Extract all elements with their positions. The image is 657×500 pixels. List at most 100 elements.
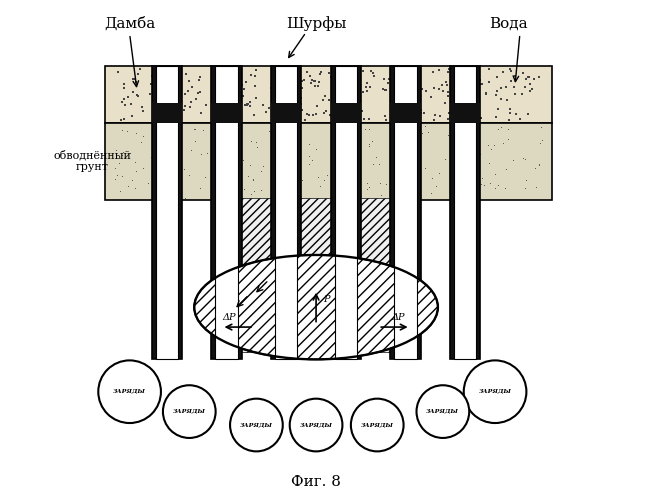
Point [289, 166, 300, 173]
Point [274, 139, 284, 147]
Point [287, 78, 298, 86]
Point [125, 100, 136, 108]
FancyBboxPatch shape [390, 104, 420, 123]
Point [399, 108, 410, 116]
Text: Вода: Вода [489, 17, 528, 31]
Point [477, 174, 487, 182]
Point [244, 102, 255, 110]
Point [236, 186, 246, 194]
Point [533, 160, 544, 168]
Point [442, 92, 453, 100]
Point [302, 68, 313, 76]
Point [470, 66, 481, 74]
Point [234, 78, 244, 86]
Point [195, 73, 206, 81]
Point [528, 76, 539, 84]
Point [450, 72, 461, 80]
Point [353, 67, 363, 75]
Text: ЗАРЯДЫ: ЗАРЯДЫ [300, 422, 332, 428]
Point [238, 185, 249, 193]
Point [118, 84, 129, 92]
Point [112, 68, 123, 76]
Point [309, 77, 320, 85]
Point [501, 166, 511, 173]
Point [312, 102, 323, 110]
Point [133, 92, 144, 100]
Point [458, 129, 468, 137]
Point [493, 106, 503, 114]
Point [150, 192, 160, 200]
Point [329, 98, 340, 106]
Point [202, 149, 212, 157]
Point [427, 174, 438, 182]
Point [476, 80, 487, 88]
Point [338, 115, 349, 123]
Point [162, 112, 173, 120]
Point [445, 114, 455, 122]
Point [401, 126, 412, 134]
Point [359, 114, 370, 122]
Point [319, 92, 330, 100]
Point [484, 78, 494, 86]
Point [440, 100, 450, 108]
Point [388, 90, 399, 98]
Point [128, 88, 139, 96]
Point [143, 178, 153, 186]
Point [219, 68, 229, 76]
Point [306, 79, 316, 87]
Point [489, 141, 499, 149]
Point [350, 146, 360, 154]
Point [409, 76, 419, 84]
Point [530, 183, 541, 191]
Point [367, 69, 378, 77]
Point [364, 126, 374, 134]
Point [245, 161, 256, 169]
Point [483, 140, 493, 148]
Point [466, 102, 476, 110]
Point [117, 98, 127, 106]
Point [383, 80, 394, 88]
Point [463, 96, 473, 104]
Point [116, 116, 126, 124]
Point [245, 98, 256, 106]
Point [145, 90, 155, 98]
Point [469, 170, 480, 177]
FancyBboxPatch shape [212, 66, 242, 360]
Point [524, 73, 534, 81]
Point [484, 159, 494, 167]
Point [150, 78, 161, 86]
Point [232, 114, 242, 122]
Point [505, 109, 516, 117]
Point [351, 86, 361, 94]
Point [243, 172, 254, 180]
Point [110, 164, 120, 172]
Point [193, 76, 204, 84]
Point [211, 69, 221, 77]
Point [187, 82, 198, 90]
Point [325, 111, 336, 119]
Point [184, 77, 194, 85]
Point [429, 116, 440, 124]
Point [453, 65, 464, 73]
Point [464, 94, 475, 102]
Point [304, 72, 315, 80]
Point [445, 186, 455, 194]
Point [240, 78, 251, 86]
Point [210, 111, 220, 119]
Point [269, 72, 280, 80]
Point [315, 68, 326, 76]
Point [495, 95, 506, 103]
Point [288, 162, 299, 170]
Point [189, 125, 199, 133]
Point [459, 108, 469, 116]
Point [495, 123, 506, 131]
Point [294, 132, 304, 140]
Point [164, 148, 174, 156]
Point [431, 182, 442, 190]
Point [170, 112, 180, 120]
Point [213, 160, 223, 168]
Point [378, 84, 388, 92]
Point [510, 90, 520, 98]
Point [251, 138, 261, 145]
Point [478, 181, 489, 189]
